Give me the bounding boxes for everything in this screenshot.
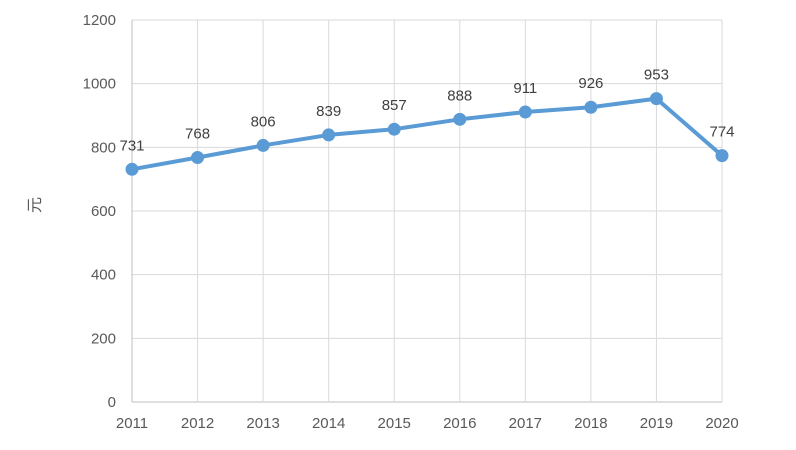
y-axis-tick-label: 1000 <box>83 76 116 93</box>
data-point-label: 926 <box>578 75 603 92</box>
data-point-marker <box>453 112 467 126</box>
x-axis-tick-label: 2012 <box>181 415 214 432</box>
data-point-marker <box>649 92 663 106</box>
y-axis-title: 元 <box>27 197 44 213</box>
x-axis-tick-label: 2015 <box>378 415 411 432</box>
data-point-label: 857 <box>382 97 407 114</box>
x-axis-tick-label: 2016 <box>443 415 476 432</box>
data-point-marker <box>387 122 401 136</box>
y-axis-tick-label: 200 <box>91 330 116 347</box>
data-point-label: 911 <box>513 80 537 97</box>
data-point-label: 806 <box>251 113 276 130</box>
x-axis-tick-label: 2019 <box>640 415 673 432</box>
x-axis-tick-label: 2018 <box>574 415 607 432</box>
data-point-label: 731 <box>119 137 144 154</box>
y-axis-tick-label: 800 <box>91 139 116 156</box>
data-point-marker <box>584 100 598 114</box>
series-line <box>130 96 724 172</box>
data-point-marker <box>715 149 729 163</box>
data-point-marker <box>322 128 336 142</box>
x-axis-tick-label: 2020 <box>705 415 738 432</box>
x-axis-tick-label: 2014 <box>312 415 345 432</box>
data-point-label: 774 <box>709 124 734 141</box>
x-axis-tick-label: 2013 <box>246 415 279 432</box>
y-axis-tick-label: 600 <box>91 203 116 220</box>
data-point-label: 953 <box>644 67 669 84</box>
data-point-marker <box>125 162 139 176</box>
data-point-label: 888 <box>447 87 472 104</box>
x-axis-tick-label: 2017 <box>509 415 542 432</box>
y-axis-tick-label: 1200 <box>83 12 116 29</box>
data-point-label: 768 <box>185 126 210 143</box>
y-axis-tick-label: 0 <box>108 394 116 411</box>
data-point-marker <box>518 105 532 119</box>
data-point-marker <box>256 138 270 152</box>
data-point-marker <box>191 151 205 165</box>
x-axis-tick-label: 2011 <box>116 415 148 432</box>
data-point-label: 839 <box>316 103 341 120</box>
y-axis-tick-label: 400 <box>91 267 116 284</box>
